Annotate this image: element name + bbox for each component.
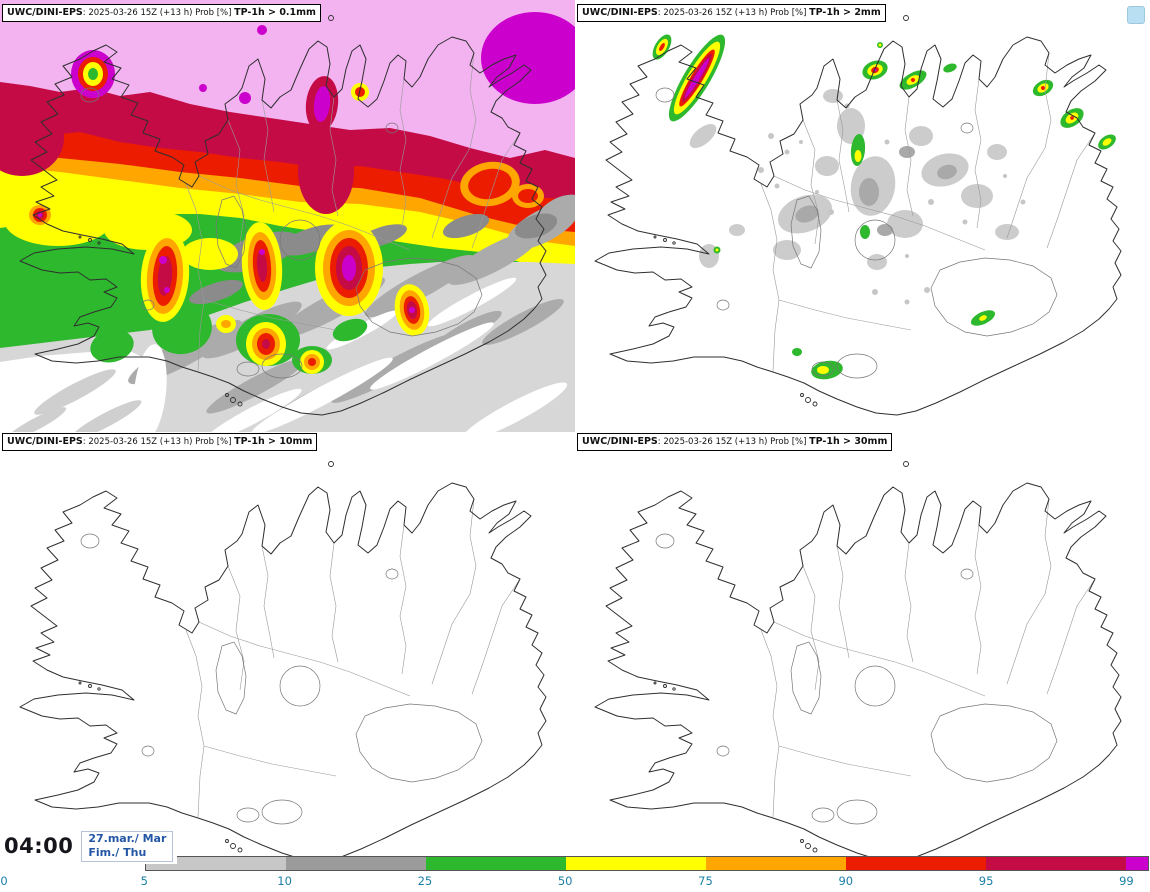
panel-title: UWC/DINI-EPS: 2025-03-26 15Z (+13 h) Pro…	[577, 4, 886, 22]
map-panel-prob-2mm: UWC/DINI-EPS: 2025-03-26 15Z (+13 h) Pro…	[575, 0, 1150, 445]
iceland-coastline-map	[19, 461, 547, 862]
model-name: UWC/DINI-EPS	[582, 436, 658, 447]
panel-title: UWC/DINI-EPS: 2025-03-26 15Z (+13 h) Pro…	[2, 433, 318, 451]
colorbar-tick-labels: 0 5 10 25 50 75 90 95 99	[0, 872, 1150, 890]
colorbar-segment	[426, 857, 566, 870]
valid-date-line2: Fim./ Thu	[88, 846, 147, 860]
valid-time-box: 04:00 27.mar./ Mar Fim./ Thu	[4, 831, 178, 864]
model-name: UWC/DINI-EPS	[582, 7, 658, 18]
model-name: UWC/DINI-EPS	[7, 436, 83, 447]
colorbar-segment	[146, 857, 286, 870]
valid-time: 04:00	[4, 834, 74, 859]
colorbar-tick: 25	[417, 874, 433, 888]
panel-title: UWC/DINI-EPS: 2025-03-26 15Z (+13 h) Pro…	[577, 433, 893, 451]
colorbar-tick: 0	[0, 874, 8, 888]
map-panel-prob-0p1mm: UWC/DINI-EPS: 2025-03-26 15Z (+13 h) Pro…	[0, 0, 575, 445]
colorbar-tick: 95	[978, 874, 994, 888]
threshold-label: TP-1h > 2mm	[809, 7, 881, 18]
probability-field-image	[0, 0, 575, 432]
run-info: : 2025-03-26 15Z (+13 h) Prob [%]	[82, 8, 235, 18]
map-panel-prob-30mm: UWC/DINI-EPS: 2025-03-26 15Z (+13 h) Pro…	[575, 433, 1150, 891]
colorbar-segment	[566, 857, 706, 870]
colorbar-tick: 5	[140, 874, 148, 888]
colorbar-segment	[286, 857, 426, 870]
threshold-label: TP-1h > 10mm	[234, 436, 313, 447]
colorbar-segment	[986, 857, 1126, 870]
probability-colorbar	[145, 856, 1149, 871]
valid-date: 27.mar./ Mar Fim./ Thu	[81, 831, 174, 862]
map-panel-prob-10mm: UWC/DINI-EPS: 2025-03-26 15Z (+13 h) Pro…	[0, 433, 575, 891]
colorbar-tick: 90	[838, 874, 854, 888]
iceland-coastline-map	[594, 15, 1122, 416]
colorbar-tick: 75	[698, 874, 713, 888]
colorbar-segment	[706, 857, 846, 870]
run-info: : 2025-03-26 15Z (+13 h) Prob [%]	[657, 437, 810, 447]
iceland-coastline-map	[19, 15, 547, 416]
threshold-label: TP-1h > 30mm	[809, 436, 888, 447]
colorbar-tick: 10	[277, 874, 292, 888]
run-info: : 2025-03-26 15Z (+13 h) Prob [%]	[82, 437, 235, 447]
panel-title: UWC/DINI-EPS: 2025-03-26 15Z (+13 h) Pro…	[2, 4, 321, 22]
probability-field-image	[575, 0, 1150, 445]
run-info: : 2025-03-26 15Z (+13 h) Prob [%]	[657, 8, 810, 18]
colorbar-segment	[846, 857, 986, 870]
corner-widget-button[interactable]	[1127, 6, 1145, 24]
model-name: UWC/DINI-EPS	[7, 7, 83, 18]
iceland-coastline-map	[594, 461, 1122, 862]
threshold-label: TP-1h > 0.1mm	[234, 7, 316, 18]
valid-date-line1: 27.mar./ Mar	[88, 832, 167, 845]
colorbar-tick: 99	[1119, 874, 1134, 888]
colorbar-tick: 50	[557, 874, 573, 888]
colorbar-segment	[1126, 857, 1148, 870]
